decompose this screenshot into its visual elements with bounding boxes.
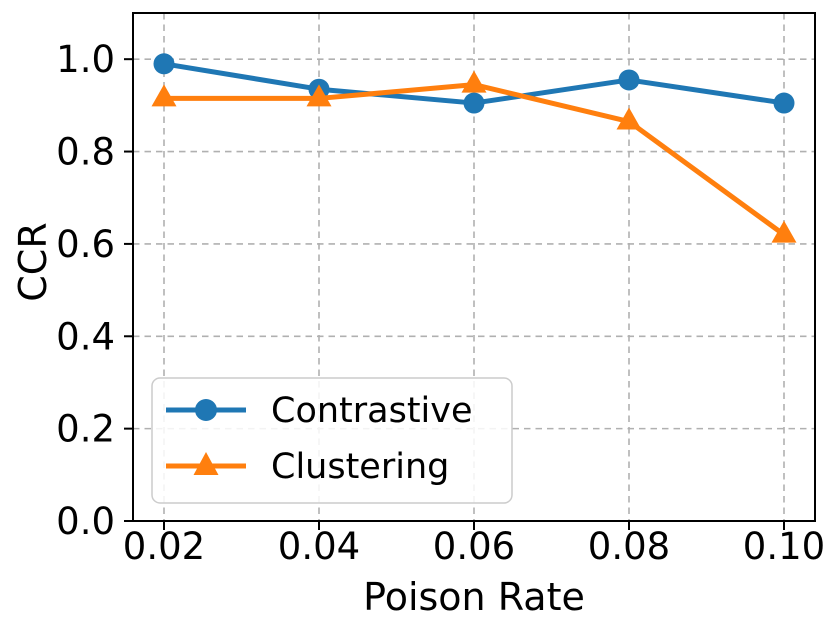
legend-entry-clustering: Clustering [166, 447, 449, 487]
y-tick-label-0.0: 0.0 [56, 500, 115, 543]
x-tick-label-0.04: 0.04 [278, 525, 360, 568]
data-series [151, 53, 797, 243]
x-axis-label: Poison Rate [363, 575, 585, 619]
x-tick-label-0.02: 0.02 [123, 525, 205, 568]
legend-triangle-marker-icon [193, 452, 219, 475]
y-tick-label-0.2: 0.2 [56, 408, 115, 451]
legend-circle-marker-icon [195, 399, 217, 421]
data-point-contrastive-3 [618, 69, 640, 91]
y-tick-label-0.6: 0.6 [56, 223, 115, 266]
data-point-clustering-0 [151, 84, 177, 107]
data-point-clustering-3 [616, 107, 642, 130]
legend-label-contrastive: Contrastive [271, 391, 473, 431]
legend-label-clustering: Clustering [271, 447, 449, 487]
data-point-clustering-2 [461, 70, 487, 93]
data-point-contrastive-0 [153, 53, 175, 75]
x-tick-label-0.06: 0.06 [433, 525, 515, 568]
y-tick-label-1.0: 1.0 [56, 38, 115, 81]
x-tick-label-0.10: 0.10 [743, 525, 825, 568]
x-tick-label-0.08: 0.08 [588, 525, 670, 568]
y-tick-label-0.4: 0.4 [56, 315, 115, 358]
y-axis-label: CCR [11, 222, 55, 301]
legend: Contrastive Clustering [151, 377, 513, 504]
y-tick-label-0.8: 0.8 [56, 131, 115, 174]
legend-entry-contrastive: Contrastive [166, 391, 473, 431]
data-point-contrastive-2 [463, 92, 485, 114]
axis-ticks: 0.02 0.04 0.06 0.08 0.10 0.0 0.2 0.4 0.6 0.8 1.0 [56, 38, 825, 568]
data-point-clustering-1 [306, 84, 332, 107]
data-point-clustering-4 [771, 220, 797, 243]
data-point-contrastive-4 [773, 92, 795, 114]
